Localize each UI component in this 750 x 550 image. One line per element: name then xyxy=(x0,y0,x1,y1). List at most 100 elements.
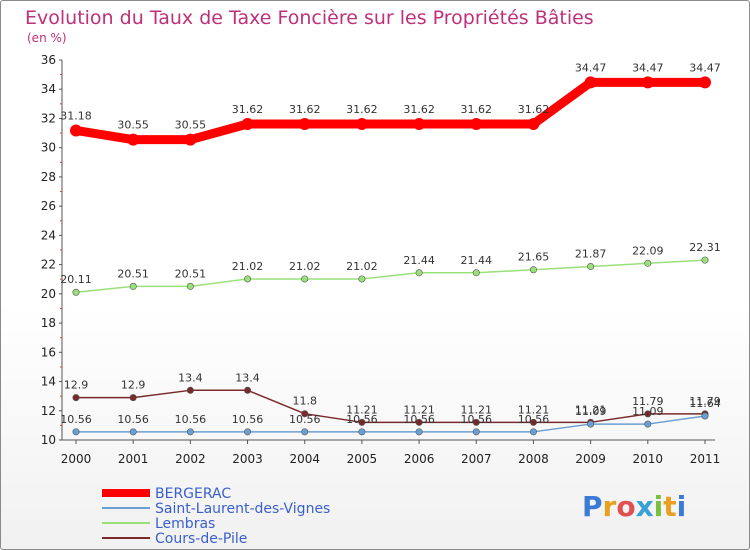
data-point xyxy=(644,410,652,418)
data-point xyxy=(529,418,537,426)
data-point xyxy=(472,418,480,426)
data-label: 31.62 xyxy=(403,103,435,116)
y-tick-label: 22 xyxy=(41,258,56,272)
data-point xyxy=(358,418,366,426)
data-point xyxy=(358,275,366,283)
data-point xyxy=(470,118,483,131)
data-point xyxy=(413,118,426,131)
data-label: 31.62 xyxy=(518,103,550,116)
data-label: 12.9 xyxy=(64,379,89,392)
series-line-cours-de-pile xyxy=(75,389,706,424)
series-line-lembras xyxy=(75,259,706,293)
data-point xyxy=(415,269,423,277)
data-label: 10.56 xyxy=(117,413,149,426)
data-point xyxy=(241,118,254,131)
data-label: 11.09 xyxy=(632,405,664,418)
data-label: 34.47 xyxy=(689,61,721,74)
y-tick-label: 10 xyxy=(41,433,56,447)
data-point xyxy=(355,118,368,131)
data-point xyxy=(529,266,537,274)
data-label: 21.02 xyxy=(232,260,264,273)
y-tick-label: 34 xyxy=(41,82,56,96)
x-tick-label: 2004 xyxy=(289,452,320,466)
x-tick-label: 2000 xyxy=(61,452,92,466)
data-point xyxy=(472,269,480,277)
data-point xyxy=(186,428,194,436)
data-label: 10.56 xyxy=(175,413,207,426)
data-label: 11.8 xyxy=(292,395,317,408)
data-label: 13.4 xyxy=(178,371,203,384)
data-label: 34.47 xyxy=(575,61,607,74)
y-axis-unit: (en %) xyxy=(27,31,67,45)
data-point xyxy=(472,428,480,436)
data-label: 22.09 xyxy=(632,244,664,257)
data-point xyxy=(527,118,540,131)
data-label: 10.56 xyxy=(60,413,92,426)
data-label: 20.51 xyxy=(117,267,149,280)
data-label: 13.4 xyxy=(235,371,260,384)
data-label: 11.21 xyxy=(346,403,378,416)
x-tick-label: 2006 xyxy=(404,452,435,466)
data-label: 11.79 xyxy=(632,395,664,408)
data-label: 11.09 xyxy=(575,405,607,418)
data-point xyxy=(244,275,252,283)
data-point xyxy=(358,428,366,436)
data-point xyxy=(244,386,252,394)
x-tick-label: 2007 xyxy=(461,452,492,466)
data-label: 10.56 xyxy=(518,413,550,426)
legend-label: BERGERAC xyxy=(155,486,231,502)
x-tick-label: 2008 xyxy=(518,452,549,466)
data-point xyxy=(644,420,652,428)
chart-title: Evolution du Taux de Taxe Foncière sur l… xyxy=(25,7,594,29)
data-point xyxy=(186,386,194,394)
legend-label: Lembras xyxy=(155,516,215,532)
y-tick-label: 18 xyxy=(41,316,56,330)
data-point xyxy=(129,394,137,402)
data-label: 12.9 xyxy=(121,379,146,392)
data-point xyxy=(641,76,654,89)
data-point xyxy=(72,288,80,296)
data-label: 10.56 xyxy=(289,413,321,426)
data-point xyxy=(584,76,597,89)
data-label: 20.11 xyxy=(60,273,92,286)
data-label: 31.62 xyxy=(232,103,264,116)
y-tick-label: 14 xyxy=(41,375,56,389)
data-point xyxy=(301,428,309,436)
x-tick-label: 2010 xyxy=(633,452,664,466)
data-label: 21.87 xyxy=(575,248,607,261)
data-label: 10.56 xyxy=(403,413,435,426)
data-label: 21.44 xyxy=(461,254,493,267)
data-label: 21.02 xyxy=(289,260,321,273)
data-label: 22.31 xyxy=(689,241,721,254)
y-tick-label: 26 xyxy=(41,199,56,213)
data-label: 34.47 xyxy=(632,61,664,74)
data-point xyxy=(244,428,252,436)
data-point xyxy=(415,418,423,426)
data-label: 11.64 xyxy=(689,397,721,410)
data-label: 31.62 xyxy=(346,103,378,116)
y-tick-label: 36 xyxy=(41,53,56,67)
data-label: 10.56 xyxy=(346,413,378,426)
data-point xyxy=(129,428,137,436)
data-label: 20.51 xyxy=(175,267,207,280)
legend-label: Saint-Laurent-des-Vignes xyxy=(155,501,330,517)
data-point xyxy=(72,428,80,436)
data-point xyxy=(184,133,197,146)
data-point xyxy=(186,282,194,290)
data-point xyxy=(415,428,423,436)
data-point xyxy=(529,428,537,436)
x-tick-label: 2003 xyxy=(232,452,263,466)
y-tick-label: 16 xyxy=(41,345,56,359)
x-tick-label: 2009 xyxy=(575,452,606,466)
data-point xyxy=(701,256,709,264)
data-label: 10.56 xyxy=(461,413,493,426)
data-point xyxy=(644,259,652,267)
data-point xyxy=(127,133,140,146)
data-point xyxy=(587,420,595,428)
data-label: 31.18 xyxy=(60,109,92,122)
data-label: 11.79 xyxy=(689,395,721,408)
data-label: 11.21 xyxy=(575,403,607,416)
data-label: 30.55 xyxy=(117,119,149,132)
x-tick-label: 2002 xyxy=(175,452,206,466)
